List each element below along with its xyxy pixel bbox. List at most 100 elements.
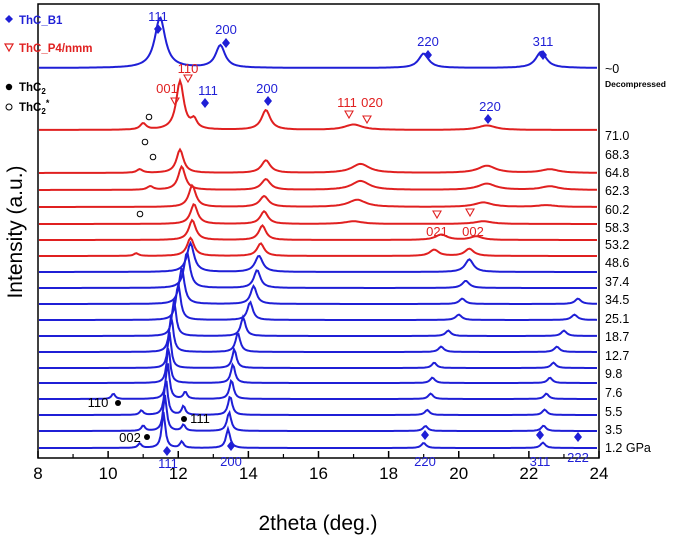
- trace-line: [39, 250, 597, 289]
- y-axis-title: Intensity (a.u.): [4, 165, 27, 298]
- legend-open-circle-icon: [5, 103, 13, 111]
- b1-diamond-marker: [222, 38, 230, 48]
- trace-label: 64.8: [605, 166, 629, 180]
- trace-line: [39, 316, 597, 353]
- trace-line: [39, 164, 597, 191]
- x-tick-label: 24: [590, 464, 609, 483]
- annotation-label: 111: [148, 9, 168, 24]
- trace-line: [39, 147, 597, 174]
- trace-line: [39, 363, 597, 400]
- b1-diamond-marker: [536, 430, 544, 440]
- trace-line: [39, 331, 597, 369]
- trace-line: [39, 411, 597, 449]
- trace-label: 58.3: [605, 221, 629, 235]
- x-axis-title: 2theta (deg.): [258, 512, 377, 535]
- trace-line: [39, 394, 597, 432]
- legend-thc-p4nmm: ThC_P4/nmm: [19, 43, 93, 55]
- annotation-label: 220: [414, 454, 436, 469]
- trace-line: [39, 16, 597, 69]
- thc2-open-marker: [149, 153, 157, 161]
- trace-label: 48.6: [605, 256, 629, 270]
- b1-diamond-marker: [201, 98, 209, 108]
- trace-group: [39, 16, 598, 449]
- x-tick-label: 14: [239, 464, 258, 483]
- trace-line: [39, 348, 597, 384]
- legend-triangle-icon: [3, 43, 15, 53]
- trace-line: [39, 203, 597, 225]
- annotation-label: 002: [462, 224, 484, 239]
- trace-label: 53.2: [605, 238, 629, 252]
- annotation-label: 200: [215, 22, 237, 37]
- b1-diamond-marker: [424, 50, 432, 60]
- trace-line: [39, 240, 597, 273]
- b1-diamond-marker: [421, 430, 429, 440]
- trace-label: 3.5: [605, 423, 622, 437]
- annotation-label: 110: [88, 395, 109, 410]
- legend-diamond-icon: [5, 15, 13, 23]
- trace-line: [39, 183, 597, 208]
- b1-diamond-marker: [154, 24, 162, 34]
- legend-filled-circle-icon: [5, 83, 13, 91]
- annotation-label: 111: [158, 456, 178, 471]
- thc2-filled-marker: [115, 400, 121, 406]
- x-tick-label: 22: [519, 464, 538, 483]
- x-axis-ticks: 8 10 12 14 16 18 20 22 24: [33, 451, 608, 483]
- p4-triangle-marker: [362, 115, 372, 125]
- p4-triangle-marker: [432, 210, 442, 220]
- annotation-label: 222: [567, 450, 589, 465]
- trace-label: 9.8: [605, 367, 622, 381]
- legend: ThC_B1 ThC_P4/nmm ThC2 ThC2*: [3, 15, 93, 116]
- trace-label: 34.5: [605, 293, 629, 307]
- trace-label: 25.1: [605, 312, 629, 326]
- annotation-label: 200: [220, 454, 242, 469]
- trace-label: ~0: [605, 62, 619, 76]
- p4-triangle-marker: [465, 208, 475, 218]
- thc2-open-marker: [141, 138, 149, 146]
- trace-label: 12.7: [605, 349, 629, 363]
- thc2-filled-marker: [144, 434, 150, 440]
- x-tick-label: 16: [309, 464, 328, 483]
- thc2-filled-marker: [181, 416, 187, 422]
- p4-triangle-marker: [344, 110, 354, 120]
- thc2-open-marker: [145, 113, 153, 121]
- legend-thc2: ThC2: [19, 82, 46, 96]
- trace-label: 71.0: [605, 129, 629, 143]
- trace-line: [39, 236, 597, 257]
- b1-diamond-marker: [484, 114, 492, 124]
- legend-thc2-star: ThC2*: [19, 98, 50, 116]
- annotation-label: 111: [190, 411, 210, 426]
- x-tick-label: 12: [169, 464, 188, 483]
- marker-group: [115, 24, 582, 456]
- b1-diamond-marker: [163, 446, 171, 456]
- x-tick-label: 18: [379, 464, 398, 483]
- thc2-open-marker: [136, 210, 144, 218]
- p4-triangle-marker: [183, 74, 193, 84]
- x-tick-label: 20: [449, 464, 468, 483]
- trace-label: 7.6: [605, 386, 622, 400]
- annotation-label: 111: [337, 95, 357, 110]
- trace-label: 1.2 GPa: [605, 441, 651, 455]
- trace-label: 60.2: [605, 203, 629, 217]
- annotation-label: 001: [156, 81, 178, 96]
- annotation-label: 311: [530, 454, 551, 469]
- annotation-label: 200: [256, 81, 278, 96]
- b1-diamond-marker: [539, 50, 547, 60]
- trace-line: [39, 283, 598, 321]
- trace-line: [39, 299, 597, 337]
- annotation-label: 110: [178, 61, 199, 76]
- trace-label: 18.7: [605, 330, 629, 344]
- plot-frame: [37, 3, 600, 459]
- annotation-label: 111: [198, 83, 218, 98]
- x-tick-label: 8: [33, 464, 42, 483]
- annotation-label: Decompressed: [605, 79, 666, 89]
- trace-line: [39, 77, 597, 131]
- b1-diamond-marker: [264, 96, 272, 106]
- trace-label: 68.3: [605, 148, 629, 162]
- p4-triangle-marker: [170, 97, 180, 107]
- x-tick-label: 10: [99, 464, 118, 483]
- trace-label: 5.5: [605, 405, 622, 419]
- b1-diamond-marker: [574, 432, 582, 442]
- annotation-label: 220: [479, 99, 501, 114]
